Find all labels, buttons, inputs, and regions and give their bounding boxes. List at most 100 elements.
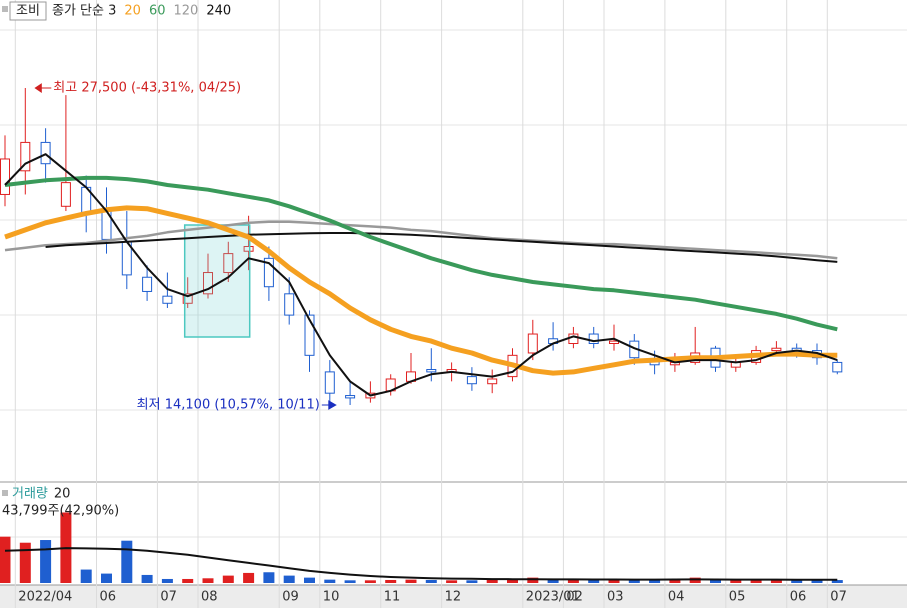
legend-entry: 60 [149, 4, 166, 19]
x-tick-label: 09 [282, 590, 299, 605]
volume-bar [243, 572, 255, 583]
x-tick-label: 08 [201, 590, 218, 605]
volume-bar [730, 579, 742, 583]
volume-bar [202, 578, 214, 583]
candle-body [101, 208, 112, 240]
annotation-high: 최고 27,500 (-43,31%, 04/25) [53, 81, 241, 96]
candle-body [832, 361, 843, 373]
menu-icon [2, 490, 8, 496]
arrow [321, 400, 337, 410]
volume-bar [547, 579, 559, 583]
candle-body [142, 276, 153, 292]
volume-bar [425, 579, 437, 583]
volume-bar [405, 579, 417, 583]
volume-bar [446, 580, 458, 583]
volume-bar [385, 579, 397, 583]
candle-body [20, 141, 31, 172]
volume-bar [466, 580, 478, 583]
volume-bar [507, 579, 518, 583]
candle-body [771, 347, 782, 352]
volume-bar [710, 579, 721, 583]
legend-entry: 종가 단순 3 [52, 4, 116, 19]
volume-bar [750, 579, 762, 583]
volume-bar [324, 579, 336, 583]
candle-body [588, 333, 599, 344]
candle-body [182, 293, 193, 304]
x-tick-label: 05 [729, 590, 746, 605]
volume-bar [304, 577, 315, 583]
volume-ma-line [4, 547, 838, 581]
x-tick-label: 2022/04 [18, 590, 72, 605]
x-tick-label: 02 [566, 590, 583, 605]
candle-body [487, 378, 498, 385]
candle-body [527, 333, 538, 354]
candle-body [40, 141, 51, 165]
candle-body [426, 369, 437, 373]
h-grid [0, 29, 907, 538]
candle-body [223, 253, 234, 274]
legend-entry: 20 [124, 4, 141, 19]
menu-icon [2, 6, 8, 12]
volume-bar [588, 579, 600, 583]
volume-bar [567, 579, 579, 583]
volume-bar [364, 580, 376, 583]
legend-entry: 120 [173, 4, 198, 19]
candle-body [466, 376, 477, 385]
volume-bar [344, 580, 356, 583]
volume-bar [527, 577, 539, 583]
volume-bar [831, 580, 843, 583]
ma-line [4, 175, 838, 332]
x-tick-label: 07 [830, 590, 847, 605]
arrow [34, 83, 52, 93]
volume-bar [649, 579, 661, 583]
candle-body [203, 272, 213, 295]
selection-box [183, 224, 251, 338]
x-tick-label: 04 [668, 590, 685, 605]
candle-body [609, 340, 619, 344]
stock-box[interactable] [9, 1, 47, 21]
x-tick-label: 11 [384, 590, 401, 605]
volume-bar [669, 579, 681, 583]
x-tick-label: 06 [790, 590, 807, 605]
volume-bar [101, 573, 112, 583]
volume-bar [811, 579, 823, 583]
volume-bar [40, 540, 52, 583]
volume-last: 43,799주(42,90%) [2, 504, 119, 519]
candle-body [162, 295, 173, 304]
ma-line [4, 220, 838, 260]
candle-body [284, 293, 295, 316]
volume-bar [121, 540, 133, 583]
volume-bar [791, 579, 803, 583]
volume-bar [19, 542, 31, 583]
volume-bar [486, 579, 498, 583]
volume-bar [0, 536, 11, 583]
volume-bar [161, 578, 173, 583]
volume-ma-legend: 20 [54, 487, 71, 502]
candle-body [263, 257, 274, 288]
x-tick-label: 12 [445, 590, 462, 605]
candle-body [345, 395, 356, 399]
volume-bar [141, 574, 153, 583]
x-axis-band [0, 585, 907, 608]
volume-bar [222, 575, 234, 583]
volume-bar [770, 579, 782, 583]
legend-entry: 240 [206, 4, 231, 19]
volume-bar [263, 572, 275, 583]
volume-label: 거래량 [12, 487, 48, 502]
stock-name: 조비 [16, 4, 40, 19]
volume-bar [608, 579, 620, 583]
x-tick-label: 03 [607, 590, 624, 605]
volume-bar [182, 578, 194, 583]
ma-line [45, 232, 838, 263]
candle-body [324, 371, 335, 394]
x-tick-label: 10 [323, 590, 340, 605]
x-tick-label: 07 [160, 590, 177, 605]
x-tick-label: 06 [100, 590, 117, 605]
annotation-low: 최저 14,100 (10,57%, 10/11) [137, 398, 320, 413]
ma-line [4, 205, 838, 376]
candle-body [60, 182, 71, 207]
ma-line [4, 153, 838, 397]
volume-bar [80, 569, 92, 583]
